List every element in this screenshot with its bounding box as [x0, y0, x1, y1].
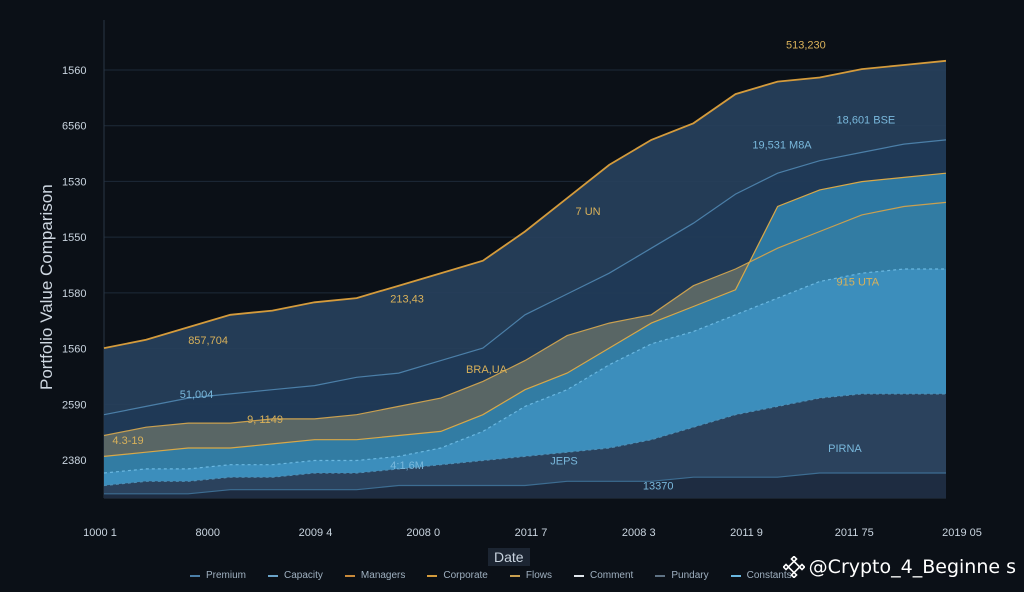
- annotation-label: 915 UTA: [837, 277, 880, 289]
- legend-swatch: [268, 574, 279, 577]
- x-tick-label: 2008 0: [406, 527, 440, 539]
- y-tick-label: 2380: [62, 455, 86, 467]
- line-managers: [103, 201, 947, 437]
- x-tick-label: 2011 9: [730, 527, 763, 539]
- legend-swatch: [573, 574, 584, 577]
- chart-annotations: 513,230 18,601 BSE 19,531 M8A 7 UN 213,43 857…: [112, 39, 895, 492]
- y-axis-ticks: 1560 6560 1530 1550 1580 1560 2590 2380: [62, 65, 86, 467]
- x-tick-label: 2011 7: [515, 527, 548, 539]
- x-axis-label: Date: [488, 548, 530, 566]
- annotation-label: 7 UN: [576, 206, 601, 218]
- legend-item: Comment: [573, 570, 634, 581]
- legend-label: Constants: [746, 570, 792, 581]
- legend-item: Premium: [190, 570, 246, 581]
- line-corporate: [103, 172, 947, 457]
- legend-swatch: [427, 574, 438, 577]
- annotation-label: BRA,UA: [466, 364, 508, 376]
- line-pundary: [104, 472, 946, 495]
- line-capacity: [103, 139, 947, 416]
- legend-item: Corporate: [427, 570, 488, 581]
- legend-item: Managers: [344, 570, 406, 581]
- x-tick-label: 2008 3: [622, 527, 656, 539]
- legend-swatch: [730, 574, 741, 577]
- chart-areas: [104, 60, 946, 499]
- x-tick-label: 2011 75: [835, 527, 874, 539]
- legend-swatch: [190, 574, 200, 577]
- y-tick-label: 1530: [62, 176, 86, 188]
- chart-legend: Premium Capacity Managers Corporate Flows Com…: [190, 570, 792, 581]
- legend-label: Capacity: [284, 570, 323, 581]
- annotation-label: 19,531 M8A: [752, 139, 812, 151]
- legend-label: Flows: [525, 570, 552, 581]
- watermark: @Crypto_4_Beginne s: [782, 556, 1016, 578]
- annotation-label: 513,230: [786, 39, 826, 51]
- legend-item: Pundary: [655, 570, 709, 581]
- legend-item: Flows: [509, 570, 552, 581]
- line-comment: [103, 393, 946, 487]
- legend-swatch: [655, 574, 666, 577]
- y-tick-label: 6560: [62, 121, 86, 133]
- x-tick-label: 2009 4: [299, 527, 333, 539]
- annotation-label: 213,43: [390, 293, 424, 305]
- annotation-label: 4.3-19: [112, 435, 143, 447]
- annotation-label: PIRNA: [828, 443, 862, 455]
- annotation-label: 4:1,6M: [390, 460, 424, 472]
- legend-swatch: [509, 574, 520, 577]
- y-tick-label: 1560: [62, 65, 86, 77]
- watermark-text: @Crypto_4_Beginne s: [808, 556, 1016, 578]
- x-tick-label: 2019 05: [942, 527, 982, 539]
- line-flows: [103, 268, 946, 474]
- legend-item: Constants: [730, 570, 792, 581]
- chart-lines: [103, 59, 947, 495]
- y-tick-label: 2590: [62, 399, 86, 411]
- x-axis-ticks: 1000 1 8000 2009 4 2008 0 2011 7 2008 3 2011 9…: [83, 527, 982, 539]
- legend-label: Pundary: [671, 570, 709, 581]
- annotation-label: 13370: [643, 481, 674, 493]
- area-comment: [104, 393, 946, 498]
- annotation-label: JEPS: [550, 456, 578, 468]
- legend-label: Premium: [206, 570, 247, 581]
- legend-label: Managers: [360, 570, 406, 581]
- annotation-label: 51,004: [180, 389, 214, 401]
- legend-swatch: [344, 574, 355, 577]
- x-tick-label: 1000 1: [83, 527, 117, 539]
- annotation-label: 9, 1149: [247, 414, 283, 426]
- binance-diamond-icon: [782, 556, 805, 578]
- annotation-label: 18,601 BSE: [837, 114, 896, 126]
- legend-label: Comment: [589, 570, 634, 581]
- y-tick-label: 1550: [62, 232, 86, 244]
- x-tick-label: 8000: [196, 527, 220, 539]
- y-tick-label: 1560: [62, 344, 86, 356]
- y-tick-label: 1580: [62, 288, 86, 300]
- y-axis-label: Portfolio Value Comparison: [37, 184, 56, 390]
- annotation-label: 857,704: [188, 335, 228, 347]
- legend-item: Capacity: [268, 570, 323, 581]
- line-premium: [103, 59, 947, 349]
- legend-label: Corporate: [443, 570, 488, 581]
